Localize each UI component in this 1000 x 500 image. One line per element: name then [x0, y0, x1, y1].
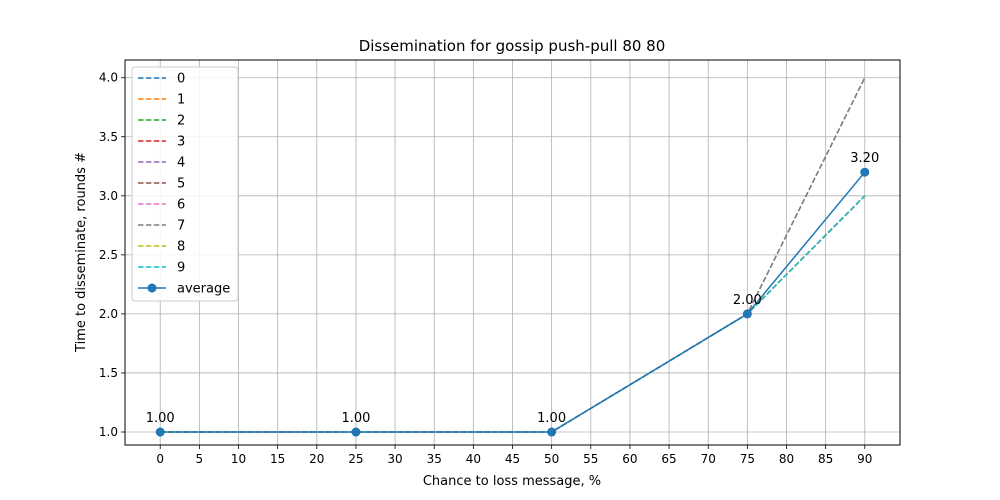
y-tick-label: 3.0 [99, 189, 118, 203]
y-axis-ticks: 1.0 1.5 2.0 2.5 3.0 3.5 4.0 [99, 71, 125, 439]
legend-label: 9 [177, 261, 185, 276]
x-tick-label: 55 [583, 452, 598, 466]
data-labels: 1.00 1.00 1.00 2.00 3.20 [146, 151, 879, 426]
average-markers [155, 167, 870, 437]
legend-label: 8 [177, 240, 185, 255]
legend-label: 1 [177, 93, 185, 108]
average-marker [742, 309, 752, 319]
x-tick-label: 20 [309, 452, 324, 466]
legend-label: 7 [177, 219, 185, 234]
y-tick-label: 3.5 [99, 130, 118, 144]
legend-box [131, 66, 239, 302]
legend-marker [147, 283, 157, 293]
x-tick-label: 15 [270, 452, 285, 466]
y-axis-label: Time to disseminate, rounds # [74, 152, 89, 353]
legend-label: average [177, 282, 230, 297]
data-label: 1.00 [146, 411, 175, 426]
x-tick-label: 35 [427, 452, 442, 466]
grid [125, 60, 900, 445]
data-label: 3.20 [850, 151, 879, 166]
data-label: 2.00 [733, 293, 762, 308]
data-label: 1.00 [537, 411, 566, 426]
x-tick-label: 40 [466, 452, 481, 466]
x-tick-label: 25 [348, 452, 363, 466]
y-tick-label: 2.0 [99, 307, 118, 321]
x-tick-label: 30 [387, 452, 402, 466]
x-tick-label: 90 [857, 452, 872, 466]
x-tick-label: 0 [156, 452, 164, 466]
legend-label: 2 [177, 114, 185, 129]
x-tick-label: 5 [196, 452, 204, 466]
average-marker [351, 427, 361, 437]
chart-title: Dissemination for gossip push-pull 80 80 [359, 37, 666, 55]
legend: 0 1 2 3 4 5 6 7 8 9 average [131, 66, 239, 302]
x-tick-label: 85 [818, 452, 833, 466]
legend-label: 4 [177, 156, 185, 171]
y-tick-label: 4.0 [99, 71, 118, 85]
x-tick-label: 60 [622, 452, 637, 466]
x-tick-label: 80 [779, 452, 794, 466]
x-tick-label: 10 [231, 452, 246, 466]
x-tick-label: 70 [701, 452, 716, 466]
x-tick-label: 65 [661, 452, 676, 466]
x-axis-ticks: 0 5 10 15 20 25 30 35 40 45 50 55 60 65 70 75 80 85 90 [156, 445, 872, 466]
x-axis-label: Chance to loss message, % [423, 474, 601, 489]
y-tick-label: 1.0 [99, 425, 118, 439]
legend-label: 0 [177, 72, 185, 87]
x-tick-label: 50 [544, 452, 559, 466]
legend-label: 6 [177, 198, 185, 213]
average-marker [860, 167, 870, 177]
legend-label: 3 [177, 135, 185, 150]
data-label: 1.00 [341, 411, 370, 426]
x-tick-label: 75 [740, 452, 755, 466]
y-tick-label: 2.5 [99, 248, 118, 262]
average-marker [155, 427, 165, 437]
x-tick-label: 45 [505, 452, 520, 466]
legend-label: 5 [177, 177, 185, 192]
y-tick-label: 1.5 [99, 366, 118, 380]
average-marker [547, 427, 557, 437]
